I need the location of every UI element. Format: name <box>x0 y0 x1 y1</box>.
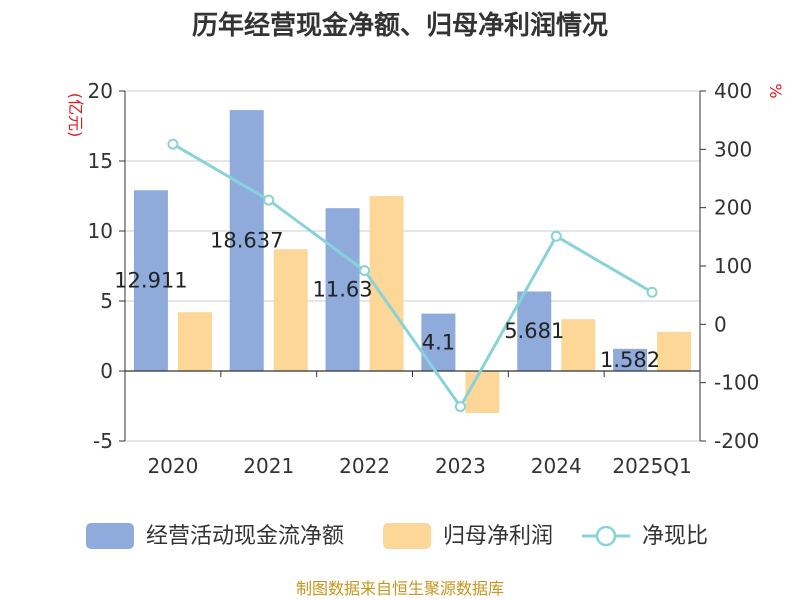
left-axis-tick-label: 5 <box>100 289 113 313</box>
right-axis-tick-label: -200 <box>714 429 759 453</box>
net-profit-bar <box>177 312 212 371</box>
line-series <box>167 138 658 413</box>
legend-label-ratio: 净现比 <box>642 524 708 549</box>
legend-label-cash-flow: 经营活动现金流净额 <box>146 524 344 549</box>
x-axis-tick-label: 2023 <box>435 454 486 478</box>
legend-swatch-net-profit <box>383 523 431 549</box>
ratio-line <box>172 142 653 410</box>
cash-flow-value-label: 12.911 <box>114 269 187 293</box>
net-profit-bar <box>465 371 500 413</box>
bar-series <box>133 110 692 413</box>
left-axis-tick-label: 15 <box>88 149 113 173</box>
cash-flow-value-label: 1.582 <box>600 348 660 372</box>
legend-label-net-profit: 归母净利润 <box>443 524 553 549</box>
chart-title: 历年经营现金净额、归母净利润情况 <box>192 10 608 41</box>
source-note: 制图数据来自恒生聚源数据库 <box>296 579 504 598</box>
right-axis-tick-label: 400 <box>714 79 752 103</box>
right-axis-tick-label: 100 <box>714 254 752 278</box>
legend-swatch-cash-flow <box>86 523 134 549</box>
cash-flow-bar <box>613 348 648 371</box>
cash-flow-bar <box>517 291 552 371</box>
right-axis-unit: % <box>766 83 785 98</box>
legend-swatch-ratio-marker <box>595 525 617 547</box>
ratio-point <box>167 138 179 150</box>
axes: 20 15 10 5 0 -5 400 300 200 100 0 -100 -200 2020 2021 2… <box>88 79 760 478</box>
net-profit-bar <box>561 319 596 371</box>
ratio-point <box>646 286 658 298</box>
x-axis-tick-label: 2025Q1 <box>612 454 691 478</box>
x-axis-tick-label: 2022 <box>339 454 390 478</box>
cash-flow-value-label: 4.1 <box>422 330 455 354</box>
left-axis-unit: (亿元) <box>66 93 85 138</box>
x-axis-tick-label: 2024 <box>531 454 582 478</box>
right-axis-tick-label: 200 <box>714 196 752 220</box>
cash-flow-bar <box>229 110 264 371</box>
net-profit-bar <box>657 331 692 371</box>
x-axis-tick-label: 2020 <box>147 454 198 478</box>
left-axis-tick-label: 20 <box>88 79 113 103</box>
ratio-point <box>359 265 371 277</box>
right-axis-tick-label: -100 <box>714 371 759 395</box>
left-axis-tick-label: -5 <box>93 429 113 453</box>
ratio-point <box>454 401 466 413</box>
cash-flow-bar <box>325 208 360 371</box>
left-axis-tick-label: 10 <box>88 219 113 243</box>
cash-flow-bar <box>133 190 168 371</box>
right-axis-tick-label: 300 <box>714 137 752 161</box>
cash-flow-value-label: 18.637 <box>210 229 283 253</box>
x-axis-tick-label: 2021 <box>243 454 294 478</box>
ratio-point <box>550 230 562 242</box>
net-profit-bar <box>273 249 308 371</box>
ratio-point <box>263 194 275 206</box>
right-axis-tick-label: 0 <box>714 312 727 336</box>
cash-flow-value-label: 11.63 <box>313 278 373 302</box>
legend: 经营活动现金流净额 归母净利润 净现比 <box>86 523 708 549</box>
data-labels: 12.911 18.637 11.63 4.1 5.681 1.582 <box>114 229 660 372</box>
gridlines <box>125 90 700 442</box>
cash-flow-value-label: 5.681 <box>504 319 564 343</box>
left-axis-tick-label: 0 <box>100 359 113 383</box>
